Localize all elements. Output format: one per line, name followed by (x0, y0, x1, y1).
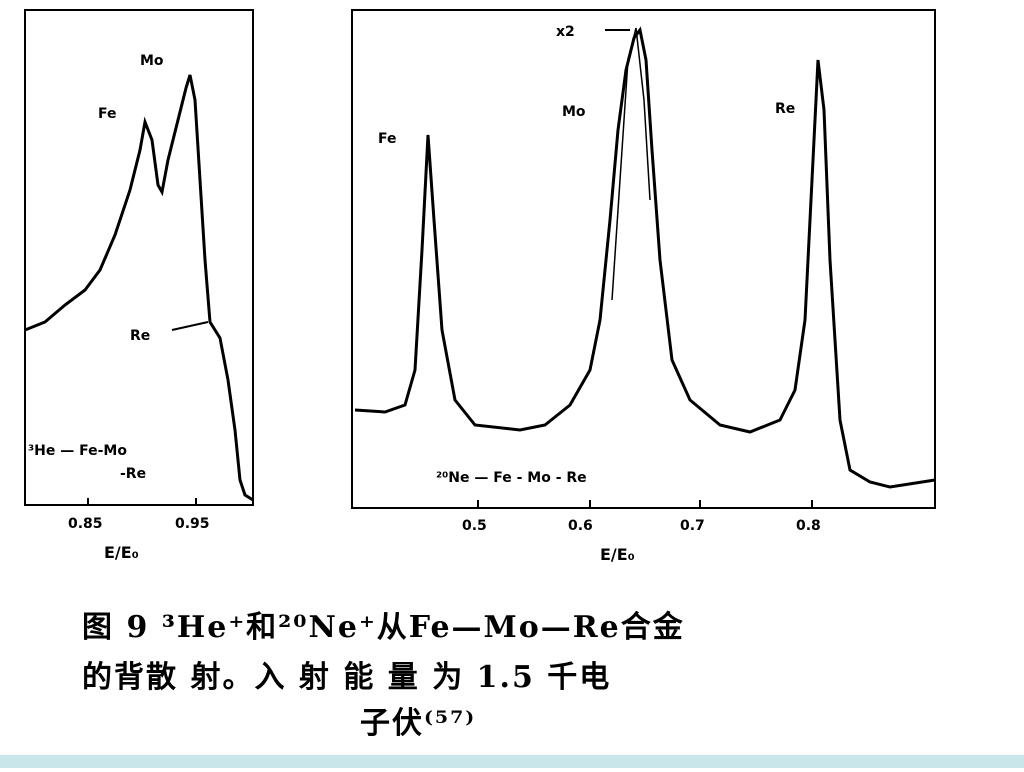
peak-label: Fe (98, 106, 117, 122)
annotation: -Re (120, 466, 146, 482)
x2-trace (611, 27, 651, 301)
caption-line: 的背散 射。入 射 能 量 为 1.5 千电 (82, 660, 611, 695)
peak-label: Mo (562, 104, 586, 120)
x-tick-label: 0.8 (796, 518, 821, 534)
x-tick-label: 0.95 (175, 516, 210, 532)
bottom-band (0, 755, 1024, 768)
peak-label: x2 (556, 24, 575, 40)
peak-label: Re (775, 101, 795, 117)
peak-label: Re (130, 328, 150, 344)
x-axis-label: E/E₀ (104, 543, 139, 562)
left-spectrum (24, 74, 254, 502)
peak-label: Fe (378, 131, 397, 147)
peak-label: Mo (140, 53, 164, 69)
right-frame (351, 9, 936, 509)
left-frame (24, 9, 254, 506)
caption-line: 子伏⁽⁵⁷⁾ (360, 706, 476, 741)
x-tick-label: 0.5 (462, 518, 487, 534)
arrow (171, 321, 209, 331)
x-tick-label: 0.85 (68, 516, 103, 532)
x-tick-label: 0.7 (680, 518, 705, 534)
annotation: ²⁰Ne — Fe - Mo - Re (436, 470, 587, 486)
right-spectrum (354, 26, 936, 489)
annotation: ³He — Fe-Mo (28, 443, 127, 459)
caption-line: 图 9 ³He⁺和²⁰Ne⁺从Fe—Mo—Re合金 (82, 610, 685, 645)
x-axis-label: E/E₀ (600, 545, 635, 564)
x-tick-label: 0.6 (568, 518, 593, 534)
